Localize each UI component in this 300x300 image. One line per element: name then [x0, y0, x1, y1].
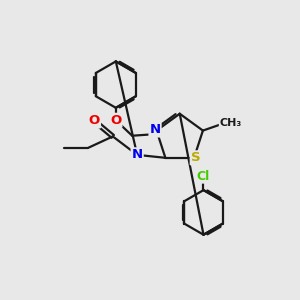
Text: S: S: [191, 151, 200, 164]
Text: O: O: [89, 115, 100, 128]
Text: O: O: [110, 114, 122, 127]
Text: N: N: [149, 124, 161, 136]
Text: Cl: Cl: [197, 170, 210, 183]
Text: CH₃: CH₃: [220, 118, 242, 128]
Text: N: N: [132, 148, 143, 161]
